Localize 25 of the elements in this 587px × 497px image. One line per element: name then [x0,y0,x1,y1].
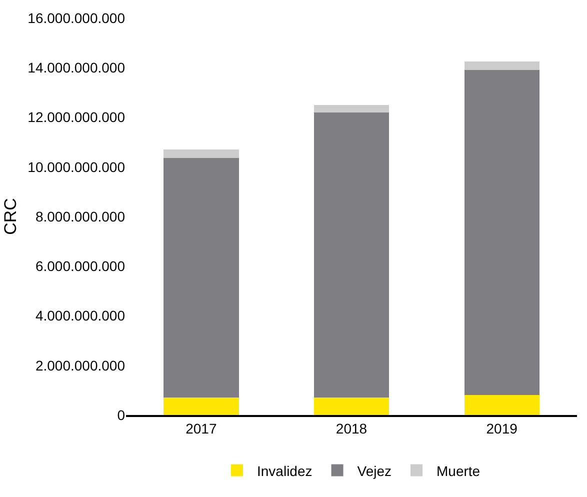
legend-label: Invalidez [257,462,312,479]
bar [314,112,390,398]
bar [314,104,390,112]
y-tick-label: 0 [117,406,126,423]
y-tick-label: 2.000.000.000 [35,357,126,374]
y-tick-label: 14.000.000.000 [28,60,126,76]
bar [164,150,239,158]
y-axis-title: CRC [1,198,20,235]
bar [464,70,540,396]
bar [464,61,540,70]
bar [314,398,390,415]
bar [464,395,540,415]
bar [164,398,239,415]
y-tick-label: 16.000.000.000 [28,10,126,26]
y-tick-label: 4.000.000.000 [35,308,126,324]
y-tick-label: 8.000.000.000 [35,208,126,224]
legend-label: Muerte [436,462,480,479]
y-tick-label: 6.000.000.000 [35,258,126,274]
x-tick-label: 2017 [186,420,217,437]
x-tick-label: 2019 [486,420,518,437]
bar [164,158,239,398]
legend-label: Vejez [357,462,392,479]
y-tick-label: 12.000.000.000 [28,109,126,126]
x-tick-label: 2018 [336,420,368,437]
y-tick-label: 10.000.000.000 [28,158,126,175]
